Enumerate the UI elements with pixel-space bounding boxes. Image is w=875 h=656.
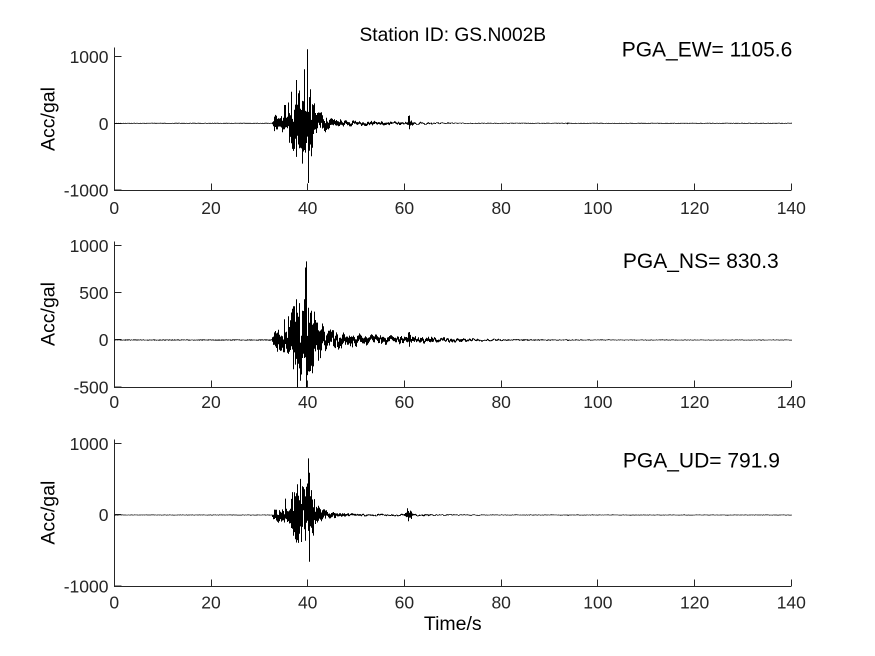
svg-text:140: 140 (777, 392, 806, 412)
svg-text:Acc/gal: Acc/gal (38, 481, 60, 545)
svg-text:60: 60 (395, 198, 415, 218)
svg-text:140: 140 (777, 592, 806, 612)
svg-text:80: 80 (491, 592, 511, 612)
svg-text:Acc/gal: Acc/gal (38, 87, 60, 151)
svg-text:1000: 1000 (70, 47, 109, 67)
svg-text:-500: -500 (73, 377, 108, 397)
svg-text:500: 500 (79, 283, 108, 303)
svg-text:40: 40 (298, 592, 318, 612)
svg-text:20: 20 (201, 392, 221, 412)
svg-text:120: 120 (680, 392, 709, 412)
svg-text:20: 20 (201, 592, 221, 612)
svg-text:0: 0 (109, 592, 119, 612)
svg-text:20: 20 (201, 198, 221, 218)
svg-text:-1000: -1000 (64, 576, 109, 596)
svg-text:0: 0 (109, 198, 119, 218)
svg-text:0: 0 (99, 330, 109, 350)
svg-text:PGA_UD= 791.9: PGA_UD= 791.9 (623, 450, 780, 473)
svg-text:100: 100 (583, 198, 612, 218)
svg-text:1000: 1000 (70, 236, 109, 256)
svg-text:100: 100 (583, 392, 612, 412)
svg-text:60: 60 (395, 392, 415, 412)
svg-text:120: 120 (680, 198, 709, 218)
svg-text:80: 80 (491, 392, 511, 412)
svg-text:100: 100 (583, 592, 612, 612)
svg-text:Station ID: GS.N002B: Station ID: GS.N002B (359, 25, 546, 46)
svg-text:0: 0 (99, 505, 109, 525)
svg-text:40: 40 (298, 392, 318, 412)
svg-text:60: 60 (395, 592, 415, 612)
svg-text:0: 0 (99, 114, 109, 134)
svg-text:Acc/gal: Acc/gal (38, 282, 60, 346)
svg-text:40: 40 (298, 198, 318, 218)
svg-text:0: 0 (109, 392, 119, 412)
svg-text:140: 140 (777, 198, 806, 218)
svg-text:PGA_EW= 1105.6: PGA_EW= 1105.6 (622, 39, 793, 62)
svg-text:80: 80 (491, 198, 511, 218)
svg-text:-1000: -1000 (64, 180, 109, 200)
svg-text:120: 120 (680, 592, 709, 612)
svg-text:PGA_NS= 830.3: PGA_NS= 830.3 (623, 250, 779, 273)
svg-text:1000: 1000 (70, 434, 109, 454)
svg-text:Time/s: Time/s (424, 613, 482, 635)
